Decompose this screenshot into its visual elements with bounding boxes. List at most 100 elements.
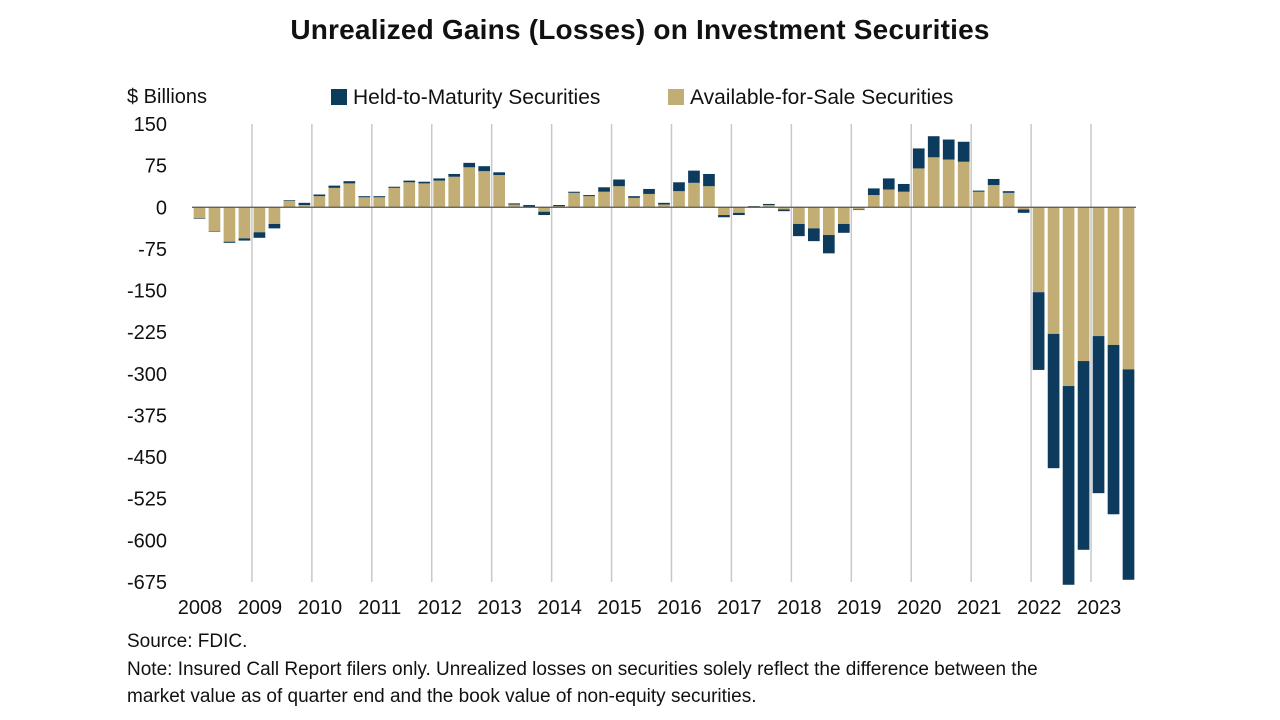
bar-afs: [628, 197, 640, 208]
bar-afs: [837, 207, 850, 224]
bar-afs: [1077, 207, 1090, 362]
bar-htm: [388, 186, 401, 188]
bar-afs: [1047, 207, 1060, 334]
bar-afs: [897, 191, 910, 208]
bar-afs: [1107, 207, 1120, 345]
bar-afs: [223, 207, 236, 242]
bar-afs: [1092, 207, 1105, 337]
x-tick-label: 2010: [298, 597, 343, 619]
y-tick-label: -225: [127, 322, 167, 344]
y-tick-label: 0: [156, 197, 167, 219]
bar-afs: [703, 186, 715, 208]
bar-afs: [388, 187, 401, 208]
bar-htm: [703, 173, 715, 187]
bar-htm: [688, 170, 700, 183]
bar-htm: [733, 212, 745, 216]
bar-htm: [613, 179, 625, 187]
bar-htm: [538, 211, 550, 216]
bar-afs: [972, 191, 985, 208]
bar-afs: [538, 207, 550, 212]
bar-afs: [1002, 192, 1015, 208]
bar-afs: [957, 161, 970, 208]
bar-htm: [418, 181, 431, 184]
bar-htm: [673, 182, 685, 192]
y-tick-label: -675: [127, 572, 167, 594]
bar-afs: [1062, 207, 1075, 387]
bar-htm: [238, 238, 251, 241]
bar-afs: [763, 205, 775, 208]
bar-htm: [1122, 369, 1135, 580]
bar-afs: [373, 197, 386, 208]
bar-htm: [1107, 344, 1120, 515]
bar-afs: [882, 189, 895, 208]
bar-afs: [942, 159, 955, 208]
x-tick-label: 2009: [238, 597, 283, 619]
bar-afs: [927, 157, 940, 208]
bar-afs: [433, 180, 446, 208]
x-tick-label: 2016: [657, 597, 702, 619]
bar-afs: [912, 168, 925, 208]
bar-htm: [1002, 191, 1015, 193]
bar-afs: [807, 207, 820, 229]
bar-htm: [478, 166, 491, 172]
x-tick-label: 2019: [837, 597, 882, 619]
y-tick-label: -600: [127, 530, 167, 552]
bar-htm: [433, 178, 446, 181]
x-tick-label: 2014: [537, 597, 582, 619]
bar-afs: [1032, 207, 1045, 293]
bar-afs: [283, 200, 296, 208]
bar-htm: [793, 223, 805, 237]
bar-htm: [957, 141, 970, 162]
bar-htm: [852, 209, 865, 211]
bar-htm: [1017, 209, 1030, 213]
bar-afs: [613, 186, 625, 208]
bar-htm: [208, 231, 221, 232]
bar-htm: [253, 232, 266, 238]
bar-htm: [403, 180, 416, 183]
bar-htm: [598, 187, 610, 192]
bar-afs: [403, 182, 416, 208]
bar-htm: [523, 205, 535, 207]
bar-htm: [373, 196, 386, 198]
bar-afs: [852, 207, 865, 210]
bar-afs: [987, 185, 1000, 208]
bar-htm: [328, 185, 341, 188]
x-tick-label: 2011: [358, 597, 401, 619]
y-tick-label: -375: [127, 405, 167, 427]
vertical-gridlines: [251, 124, 1092, 582]
bar-htm: [493, 172, 506, 176]
bar-htm: [448, 173, 461, 177]
bar-afs: [358, 197, 371, 208]
y-tick-label: -75: [138, 239, 167, 261]
bar-afs: [1017, 207, 1030, 210]
bar-afs: [208, 207, 221, 232]
bar-afs: [448, 176, 461, 208]
x-tick-label: 2012: [417, 597, 462, 619]
bar-afs: [688, 182, 700, 208]
bar-afs: [418, 183, 431, 208]
bar-htm: [313, 194, 326, 197]
bar-htm: [867, 188, 880, 196]
y-tick-label: 150: [134, 114, 167, 136]
bar-htm: [822, 235, 835, 254]
bar-htm: [1032, 292, 1045, 370]
legend: Held-to-Maturity Securities Available-for…: [331, 86, 953, 109]
bar-htm: [927, 136, 940, 158]
bar-htm: [882, 178, 895, 190]
legend-swatch-afs: [668, 89, 684, 105]
bar-htm: [628, 196, 640, 198]
bar-htm: [972, 190, 985, 192]
bar-htm: [912, 148, 925, 169]
y-tick-label: -150: [127, 281, 167, 303]
legend-label-htm: Held-to-Maturity Securities: [353, 86, 600, 109]
bar-htm: [193, 218, 206, 219]
footnote-line-1: Note: Insured Call Report filers only. U…: [127, 659, 1038, 680]
bar-htm: [1047, 333, 1060, 469]
bar-afs: [343, 183, 356, 208]
bar-htm: [268, 223, 281, 229]
legend-label-afs: Available-for-Sale Securities: [690, 86, 953, 109]
x-tick-label: 2017: [717, 597, 762, 619]
bar-htm: [643, 188, 655, 194]
bar-htm: [553, 205, 565, 207]
